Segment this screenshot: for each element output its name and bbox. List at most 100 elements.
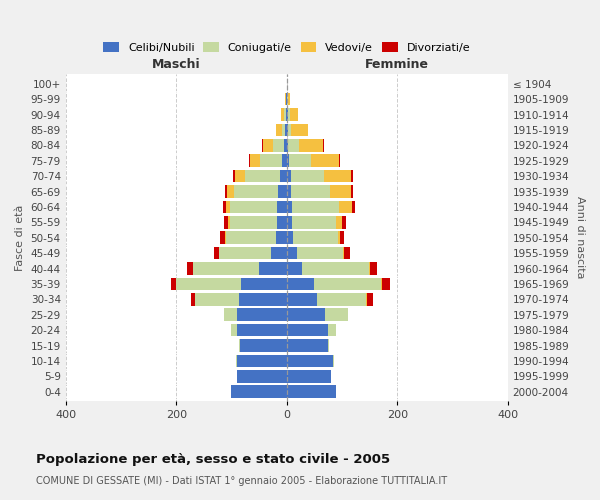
Bar xyxy=(287,262,302,275)
Bar xyxy=(287,308,325,321)
Bar xyxy=(284,108,286,121)
Bar xyxy=(287,108,288,121)
Bar xyxy=(328,324,337,336)
Bar xyxy=(227,185,233,198)
Bar xyxy=(337,216,342,228)
Bar xyxy=(245,170,280,182)
Bar xyxy=(287,293,317,306)
Bar xyxy=(271,247,287,260)
Bar xyxy=(351,185,353,198)
Bar xyxy=(382,278,389,290)
Bar xyxy=(288,108,290,121)
Bar xyxy=(287,278,314,290)
Bar xyxy=(311,154,339,167)
Bar xyxy=(226,232,275,244)
Bar xyxy=(287,370,331,382)
Bar xyxy=(224,308,237,321)
Bar xyxy=(237,354,287,367)
Bar xyxy=(275,124,283,136)
Bar xyxy=(314,278,381,290)
Bar xyxy=(220,247,271,260)
Bar xyxy=(239,293,287,306)
Bar xyxy=(333,354,334,367)
Bar xyxy=(287,232,293,244)
Bar xyxy=(293,232,338,244)
Y-axis label: Anni di nascita: Anni di nascita xyxy=(575,196,585,279)
Bar xyxy=(317,293,367,306)
Bar xyxy=(291,185,330,198)
Bar xyxy=(283,124,285,136)
Bar xyxy=(287,139,288,151)
Bar xyxy=(352,200,355,213)
Bar xyxy=(224,216,228,228)
Bar xyxy=(325,308,347,321)
Bar xyxy=(187,262,193,275)
Bar xyxy=(287,216,292,228)
Bar xyxy=(176,278,241,290)
Bar xyxy=(259,262,287,275)
Bar xyxy=(237,324,287,336)
Bar xyxy=(237,370,287,382)
Bar xyxy=(290,108,298,121)
Bar xyxy=(351,170,353,182)
Bar xyxy=(287,247,296,260)
Bar xyxy=(220,232,225,244)
Bar xyxy=(285,124,287,136)
Bar xyxy=(343,247,344,260)
Bar xyxy=(195,293,239,306)
Bar xyxy=(281,108,284,121)
Bar xyxy=(277,200,287,213)
Bar xyxy=(228,216,230,228)
Legend: Celibi/Nubili, Coniugati/e, Vedovi/e, Divorziati/e: Celibi/Nubili, Coniugati/e, Vedovi/e, Di… xyxy=(99,38,475,58)
Bar xyxy=(325,170,351,182)
Bar xyxy=(273,139,284,151)
Bar xyxy=(236,354,237,367)
Bar xyxy=(286,108,287,121)
Bar xyxy=(233,170,235,182)
Bar xyxy=(289,154,311,167)
Bar xyxy=(283,154,287,167)
Bar xyxy=(338,232,340,244)
Bar xyxy=(232,386,287,398)
Bar xyxy=(381,278,382,290)
Bar xyxy=(339,200,352,213)
Bar xyxy=(287,170,291,182)
Bar xyxy=(344,247,350,260)
Bar xyxy=(275,232,287,244)
Bar xyxy=(280,170,287,182)
Bar xyxy=(368,262,370,275)
Bar xyxy=(233,185,278,198)
Bar xyxy=(287,324,328,336)
Bar xyxy=(287,200,292,213)
Text: Maschi: Maschi xyxy=(152,58,200,70)
Bar xyxy=(367,293,373,306)
Bar xyxy=(232,324,237,336)
Bar xyxy=(239,339,241,352)
Bar xyxy=(370,262,377,275)
Bar xyxy=(288,139,299,151)
Bar xyxy=(170,278,176,290)
Bar xyxy=(287,124,289,136)
Bar xyxy=(277,216,287,228)
Bar xyxy=(241,278,287,290)
Bar xyxy=(288,93,290,106)
Bar xyxy=(225,232,226,244)
Bar xyxy=(328,339,329,352)
Bar xyxy=(287,154,289,167)
Bar xyxy=(342,216,346,228)
Y-axis label: Fasce di età: Fasce di età xyxy=(15,204,25,271)
Text: COMUNE DI GESSATE (MI) - Dati ISTAT 1° gennaio 2005 - Elaborazione TUTTITALIA.IT: COMUNE DI GESSATE (MI) - Dati ISTAT 1° g… xyxy=(36,476,447,486)
Bar xyxy=(299,139,323,151)
Bar xyxy=(291,124,308,136)
Bar xyxy=(250,154,260,167)
Bar xyxy=(287,386,337,398)
Bar xyxy=(289,124,291,136)
Bar xyxy=(287,185,291,198)
Text: Femmine: Femmine xyxy=(365,58,429,70)
Bar xyxy=(284,139,287,151)
Bar xyxy=(226,185,227,198)
Bar xyxy=(292,216,337,228)
Bar xyxy=(340,232,344,244)
Bar xyxy=(296,247,343,260)
Bar xyxy=(291,170,325,182)
